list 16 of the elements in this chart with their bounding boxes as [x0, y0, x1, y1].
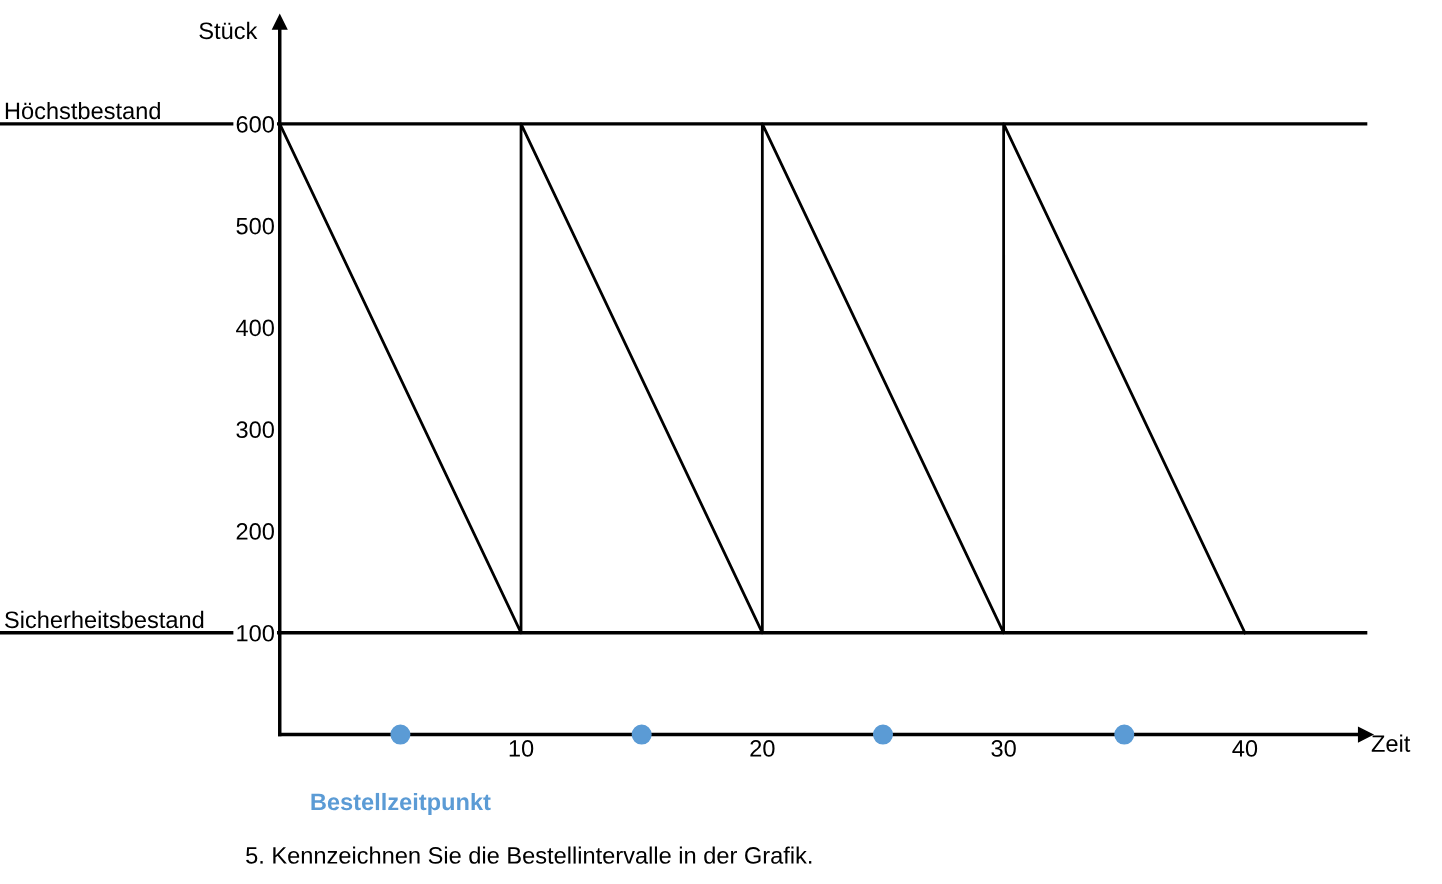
x-tick-label: 40 — [1232, 740, 1258, 757]
x-tick-label: 20 — [750, 740, 775, 757]
y-tick-label: 600 — [236, 115, 274, 133]
x-axis-title: Zeit — [1371, 734, 1411, 752]
y-tick-label: 400 — [236, 319, 274, 337]
y-axis-title: Stück — [199, 21, 258, 40]
y-tick-label: 300 — [236, 421, 274, 439]
text: Bestellzeitpunkt — [311, 792, 491, 815]
ref-line-label: Höchstbestand — [5, 101, 160, 120]
y-tick-label: 500 — [236, 217, 274, 235]
x-tick-label: 30 — [991, 740, 1016, 757]
y-tick-label: 200 — [236, 523, 274, 540]
y-tick-label: 100 — [237, 624, 274, 642]
text: 5. Kennzeichnen Sie die Bestellintervalle in der Grafik. — [246, 846, 812, 864]
x-tick-label: 10 — [509, 740, 534, 757]
ref-line-label: Sicherheitsbestand — [5, 610, 204, 629]
